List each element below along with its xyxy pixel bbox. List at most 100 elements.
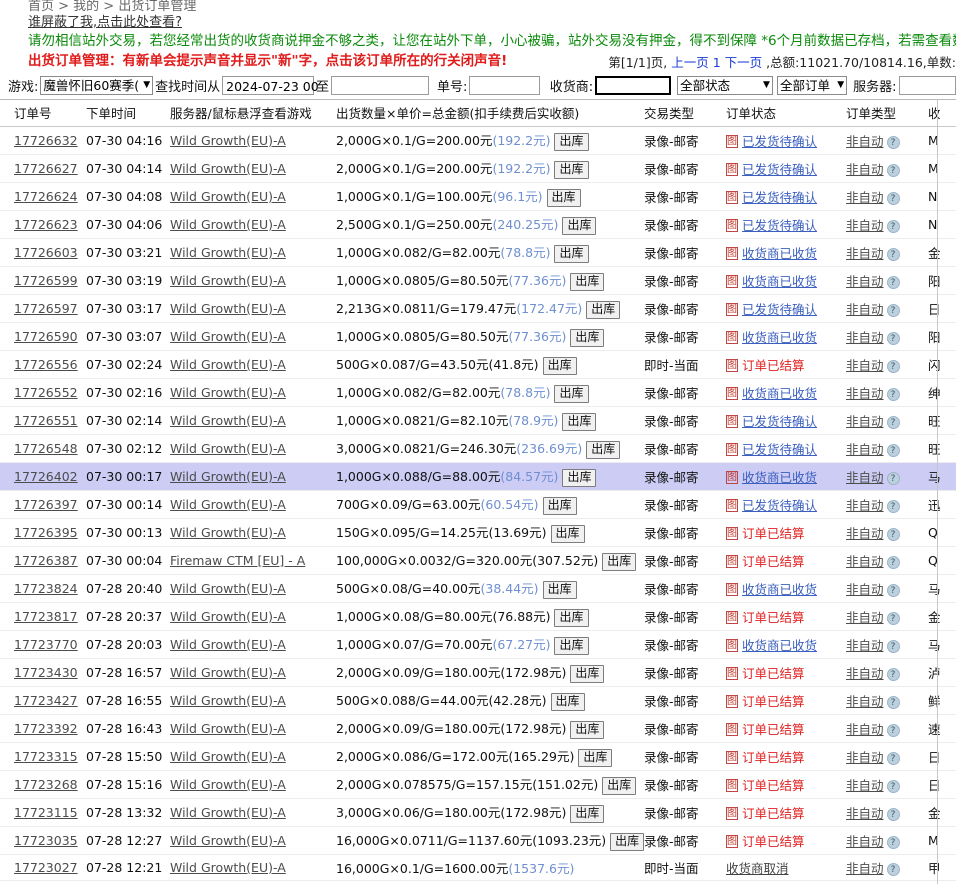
help-question-icon[interactable]: ? — [886, 500, 900, 513]
status-select[interactable]: 全部状态 ▼ — [677, 75, 773, 95]
ship-out-button[interactable]: 出库 — [554, 385, 589, 403]
server-link[interactable]: Wild Growth(EU)-A — [170, 609, 286, 624]
order-id-link[interactable]: 17723427 — [14, 693, 78, 708]
ship-out-button[interactable]: 出库 — [554, 637, 589, 655]
server-link[interactable]: Wild Growth(EU)-A — [170, 497, 286, 512]
order-type-link[interactable]: 非自动 — [846, 498, 884, 513]
time-from-input[interactable]: 2024-07-23 00 — [222, 75, 319, 95]
order-status-text[interactable]: 已发货待确认 — [742, 414, 818, 429]
order-type-link[interactable]: 非自动 — [846, 330, 884, 345]
table-row[interactable]: 17723315 07-28 15:50 Wild Growth(EU)-A 2,00… — [0, 742, 956, 771]
ship-out-button[interactable]: 出库 — [554, 609, 589, 627]
order-type-link[interactable]: 非自动 — [846, 442, 884, 457]
help-question-icon[interactable]: ? — [886, 332, 900, 345]
order-id-link[interactable]: 17726632 — [14, 133, 78, 148]
server-link[interactable]: Wild Growth(EU)-A — [170, 217, 286, 232]
server-link[interactable]: Wild Growth(EU)-A — [170, 693, 286, 708]
table-row[interactable]: 17726397 07-30 00:14 Wild Growth(EU)-A 700G… — [0, 490, 956, 519]
order-id-link[interactable]: 17726599 — [14, 273, 78, 288]
help-question-icon[interactable]: ? — [886, 780, 900, 793]
table-row[interactable]: 17723824 07-28 20:40 Wild Growth(EU)-A 500G… — [0, 574, 956, 603]
image-thumbnail-icon[interactable]: 图 — [726, 387, 738, 400]
order-type-link[interactable]: 非自动 — [846, 386, 884, 401]
help-question-icon[interactable]: ? — [886, 836, 900, 849]
help-question-icon[interactable]: ? — [886, 192, 900, 205]
image-thumbnail-icon[interactable]: 图 — [726, 611, 738, 624]
server-link[interactable]: Wild Growth(EU)-A — [170, 245, 286, 260]
ship-out-button[interactable]: 出库 — [570, 273, 605, 291]
server-link[interactable]: Wild Growth(EU)-A — [170, 525, 286, 540]
help-question-icon[interactable]: ? — [886, 556, 900, 569]
table-row[interactable]: 17726597 07-30 03:17 Wild Growth(EU)-A 2,21… — [0, 294, 956, 323]
order-type-link[interactable]: 非自动 — [846, 722, 884, 737]
next-page-link[interactable]: 下一页 — [724, 55, 763, 70]
order-id-link[interactable]: 17726624 — [14, 189, 78, 204]
help-question-icon[interactable]: ? — [886, 640, 900, 653]
server-link[interactable]: Wild Growth(EU)-A — [170, 469, 286, 484]
order-id-link[interactable]: 17723392 — [14, 721, 78, 736]
table-row[interactable]: 17723027 07-28 12:21 Wild Growth(EU)-A 16,0… — [0, 854, 956, 881]
help-question-icon[interactable]: ? — [886, 248, 900, 261]
buyer-input[interactable] — [595, 75, 672, 95]
help-question-icon[interactable]: ? — [886, 388, 900, 401]
order-type-link[interactable]: 非自动 — [846, 778, 884, 793]
order-type-link[interactable]: 非自动 — [846, 750, 884, 765]
table-row[interactable]: 17726599 07-30 03:19 Wild Growth(EU)-A 1,00… — [0, 266, 956, 295]
order-id-link[interactable]: 17726603 — [14, 245, 78, 260]
help-question-icon[interactable]: ? — [886, 668, 900, 681]
table-row[interactable]: 17726395 07-30 00:13 Wild Growth(EU)-A 150G… — [0, 518, 956, 547]
table-row[interactable]: 17726632 07-30 04:16 Wild Growth(EU)-A 2,00… — [0, 126, 956, 155]
table-row[interactable]: 17726623 07-30 04:06 Wild Growth(EU)-A 2,50… — [0, 210, 956, 239]
image-thumbnail-icon[interactable]: 图 — [726, 359, 738, 372]
help-question-icon[interactable]: ? — [886, 696, 900, 709]
help-question-icon[interactable]: ? — [886, 220, 900, 233]
help-question-icon[interactable]: ? — [886, 584, 900, 597]
table-row[interactable]: 17723115 07-28 13:32 Wild Growth(EU)-A 3,00… — [0, 798, 956, 827]
server-link[interactable]: Wild Growth(EU)-A — [170, 189, 286, 204]
server-link[interactable]: Wild Growth(EU)-A — [170, 329, 286, 344]
order-status-text[interactable]: 收货商已收货 — [742, 470, 818, 485]
server-link[interactable]: Wild Growth(EU)-A — [170, 385, 286, 400]
server-link[interactable]: Wild Growth(EU)-A — [170, 777, 286, 792]
help-question-icon[interactable]: ? — [886, 360, 900, 373]
image-thumbnail-icon[interactable]: 图 — [726, 443, 738, 456]
blocked-users-link[interactable]: 谁屏蔽了我,点击此处查看? — [28, 15, 183, 30]
image-thumbnail-icon[interactable]: 图 — [726, 191, 738, 204]
order-id-link[interactable]: 17726597 — [14, 301, 78, 316]
order-type-link[interactable]: 非自动 — [846, 162, 884, 177]
ship-out-button[interactable]: 出库 — [570, 665, 605, 683]
order-status-text[interactable]: 已发货待确认 — [742, 190, 818, 205]
server-link[interactable]: Wild Growth(EU)-A — [170, 441, 286, 456]
order-status-text[interactable]: 已发货待确认 — [742, 442, 818, 457]
order-type-link[interactable]: 非自动 — [846, 694, 884, 709]
help-question-icon[interactable]: ? — [886, 752, 900, 765]
order-type-link[interactable]: 非自动 — [846, 218, 884, 233]
help-question-icon[interactable]: ? — [886, 164, 900, 177]
order-status-text[interactable]: 收货商已收货 — [742, 582, 818, 597]
ship-out-button[interactable]: 出库 — [542, 497, 577, 515]
order-type-link[interactable]: 非自动 — [846, 358, 884, 373]
image-thumbnail-icon[interactable]: 图 — [726, 247, 738, 260]
ship-out-button[interactable]: 出库 — [602, 777, 637, 795]
order-status-text[interactable]: 已发货待确认 — [742, 218, 818, 233]
order-type-link[interactable]: 非自动 — [846, 806, 884, 821]
server-link[interactable]: Firemaw CTM [EU] - A — [170, 553, 306, 568]
table-row[interactable]: 17723427 07-28 16:55 Wild Growth(EU)-A 500G… — [0, 686, 956, 715]
order-type-link[interactable]: 非自动 — [846, 302, 884, 317]
ship-out-button[interactable]: 出库 — [610, 833, 645, 851]
server-link[interactable]: Wild Growth(EU)-A — [170, 413, 286, 428]
order-id-link[interactable]: 17723268 — [14, 777, 78, 792]
table-row[interactable]: 17726387 07-30 00:04 Firemaw CTM [EU] - A 1… — [0, 546, 956, 575]
image-thumbnail-icon[interactable]: 图 — [726, 751, 738, 764]
server-link[interactable]: Wild Growth(EU)-A — [170, 161, 286, 176]
order-id-link[interactable]: 17726552 — [14, 385, 78, 400]
help-question-icon[interactable]: ? — [886, 136, 900, 149]
server-link[interactable]: Wild Growth(EU)-A — [170, 805, 286, 820]
image-thumbnail-icon[interactable]: 图 — [726, 695, 738, 708]
help-question-icon[interactable]: ? — [886, 724, 900, 737]
help-question-icon[interactable]: ? — [886, 612, 900, 625]
order-status-text[interactable]: 收货商已收货 — [742, 330, 818, 345]
table-row[interactable]: 17723035 07-28 12:27 Wild Growth(EU)-A 16,0… — [0, 826, 956, 855]
ship-out-button[interactable]: 出库 — [562, 469, 597, 487]
